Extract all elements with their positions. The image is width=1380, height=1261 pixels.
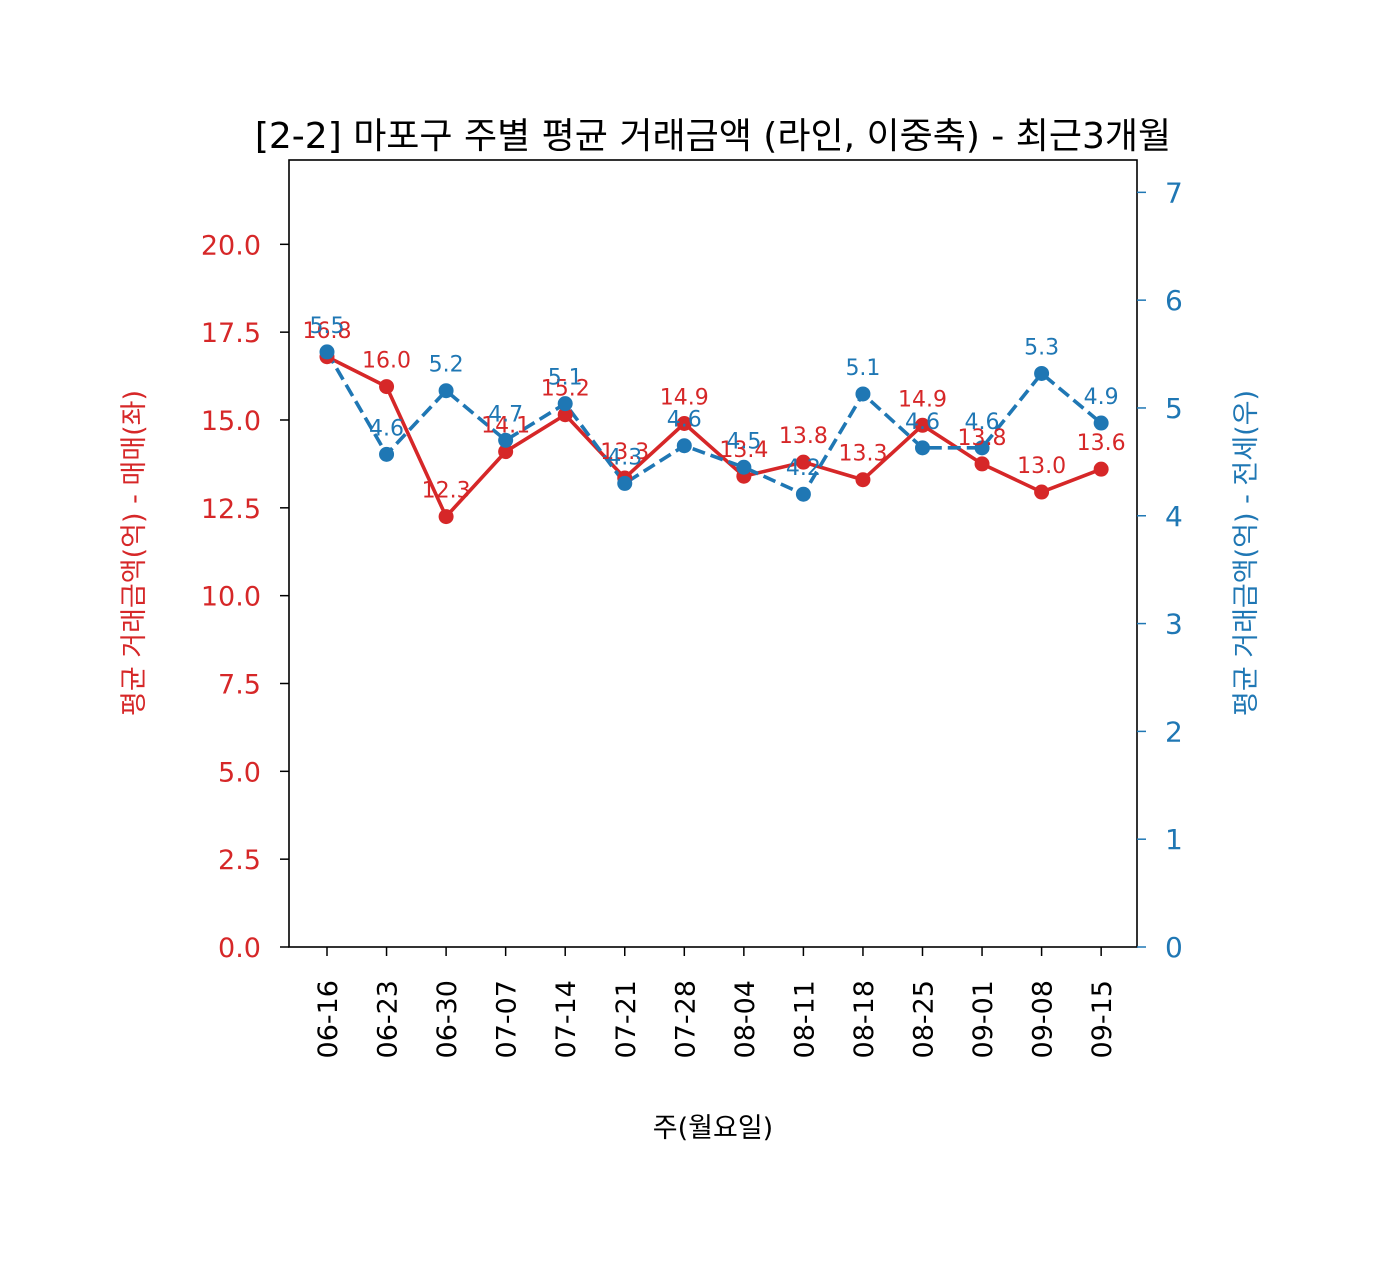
series-jeonse-data-label: 5.3 xyxy=(1024,335,1059,360)
series-sale-point xyxy=(676,416,692,432)
y-axis-left: 0.0 2.5 5.0 7.5 10.0 12.5 15.0 17.5 20.0 xyxy=(201,230,289,964)
series-sale-data-label: 13.4 xyxy=(719,438,768,463)
series-jeonse-data-label: 4.6 xyxy=(667,408,702,433)
y-left-tick-label: 2.5 xyxy=(218,845,261,876)
series-jeonse-point xyxy=(676,438,692,454)
series-jeonse-point xyxy=(438,383,454,399)
series-jeonse-data-label: 5.1 xyxy=(548,366,583,391)
series-jeonse-data-label: 4.6 xyxy=(369,416,404,441)
series-sale-point xyxy=(855,472,871,488)
series-sale-point xyxy=(379,379,395,395)
series-jeonse-point xyxy=(617,475,633,491)
series-sale-data-label: 14.1 xyxy=(481,414,530,439)
series-jeonse-data-label: 4.3 xyxy=(607,445,642,470)
series-sale-point xyxy=(438,509,454,525)
series-sale-point xyxy=(915,417,930,433)
y-right-tick-label: 6 xyxy=(1165,284,1183,317)
series-lines xyxy=(325,350,1103,519)
x-axis: 06-16 06-23 06-30 07-07 07-14 07-21 07-28 08-04… xyxy=(313,947,1118,1058)
series-sale-data-label: 13.6 xyxy=(1077,431,1126,456)
y-left-tick-label: 10.0 xyxy=(201,582,261,613)
y-axis-right-label: 평균 거래금액(억) - 전세(우) xyxy=(1231,390,1262,716)
series-markers xyxy=(319,344,1109,525)
x-tick-label: 09-01 xyxy=(968,980,999,1058)
chart-title: [2-2] 마포구 주별 평균 거래금액 (라인, 이중축) - 최근3개월 xyxy=(255,116,1171,157)
y-left-tick-label: 0.0 xyxy=(218,933,261,964)
series-sale-point xyxy=(795,454,811,470)
y-left-tick-label: 7.5 xyxy=(218,669,261,700)
series-jeonse-point xyxy=(1034,365,1050,381)
x-tick-label: 09-08 xyxy=(1028,980,1059,1058)
series-jeonse-data-label: 4.7 xyxy=(488,402,523,427)
y-left-tick-label: 20.0 xyxy=(201,230,261,261)
y-left-tick-label: 15.0 xyxy=(201,406,261,437)
series-sale-data-label: 13.8 xyxy=(958,426,1007,451)
series-sale-data-label: 15.2 xyxy=(541,377,590,402)
y-left-tick-label: 12.5 xyxy=(201,494,261,525)
y-right-tick-label: 3 xyxy=(1165,608,1183,641)
series-sale-data-label: 13.8 xyxy=(779,424,828,449)
series-sale-data-label: 14.9 xyxy=(898,387,947,412)
x-tick-label: 06-30 xyxy=(432,980,463,1058)
series-sale-data-label: 13.0 xyxy=(1017,454,1066,479)
x-tick-label: 08-04 xyxy=(730,980,761,1058)
plot-frame xyxy=(288,159,1138,948)
series-sale-point xyxy=(974,456,990,472)
y-left-tick-label: 17.5 xyxy=(201,318,261,349)
x-tick-label: 06-16 xyxy=(313,980,344,1058)
series-sale-point xyxy=(557,407,573,423)
series-jeonse-point xyxy=(974,440,990,456)
data-labels: 16.8 16.0 12.3 14.1 15.2 13.3 14.9 13.4 13.8 13.3… xyxy=(303,314,1126,504)
series-jeonse-point xyxy=(319,344,335,360)
series-jeonse-data-label: 4.6 xyxy=(965,410,1000,435)
y-right-tick-label: 5 xyxy=(1165,392,1183,425)
series-jeonse-point xyxy=(1093,415,1109,431)
x-tick-label: 06-23 xyxy=(373,980,404,1058)
series-jeonse-point xyxy=(915,440,930,456)
series-jeonse-data-label: 5.5 xyxy=(310,314,345,339)
series-sale-data-label: 16.0 xyxy=(362,349,411,374)
x-axis-label: 주(월요일) xyxy=(653,1113,773,1144)
y-right-tick-label: 0 xyxy=(1165,931,1183,964)
series-jeonse-data-label: 4.2 xyxy=(786,456,821,481)
x-tick-label: 07-21 xyxy=(611,980,642,1058)
x-tick-label: 07-14 xyxy=(551,980,582,1058)
y-right-tick-label: 7 xyxy=(1165,176,1183,209)
series-jeonse-point xyxy=(557,396,573,412)
x-tick-label: 09-15 xyxy=(1087,980,1118,1058)
series-sale-point xyxy=(1093,461,1109,477)
series-sale-data-label: 14.9 xyxy=(660,386,709,411)
series-jeonse-point xyxy=(498,432,514,448)
series-sale-data-label: 13.3 xyxy=(600,440,649,465)
series-jeonse-data-label: 4.5 xyxy=(726,429,761,454)
series-sale-point xyxy=(1034,484,1050,500)
y-right-tick-label: 1 xyxy=(1165,823,1183,856)
y-right-tick-label: 4 xyxy=(1165,500,1183,533)
series-jeonse-data-label: 5.2 xyxy=(429,353,464,378)
series-jeonse-point xyxy=(736,459,752,475)
series-jeonse-data-label: 5.1 xyxy=(845,356,880,381)
y-axis-left-label: 평균 거래금액(억) - 매매(좌) xyxy=(119,390,150,716)
series-sale-data-label: 13.3 xyxy=(838,442,887,467)
y-axis-right: 0 1 2 3 4 5 6 7 xyxy=(1137,176,1183,964)
x-tick-label: 07-28 xyxy=(670,980,701,1058)
x-tick-label: 08-18 xyxy=(849,980,880,1058)
series-sale-point xyxy=(498,444,514,460)
series-jeonse-point xyxy=(795,486,811,502)
series-jeonse-data-label: 4.9 xyxy=(1084,385,1119,410)
series-jeonse-data-label: 4.6 xyxy=(905,410,940,435)
x-tick-label: 08-25 xyxy=(909,980,940,1058)
x-tick-label: 07-07 xyxy=(492,980,523,1058)
series-sale-data-label: 12.3 xyxy=(422,479,471,504)
series-sale-data-label: 16.8 xyxy=(303,319,352,344)
x-tick-label: 08-11 xyxy=(789,980,820,1058)
series-jeonse-point xyxy=(855,386,871,402)
y-left-tick-label: 5.0 xyxy=(218,757,261,788)
series-sale-line xyxy=(326,355,1102,519)
series-jeonse-line xyxy=(325,350,1103,497)
y-right-tick-label: 2 xyxy=(1165,715,1183,748)
series-jeonse-point xyxy=(379,446,395,462)
